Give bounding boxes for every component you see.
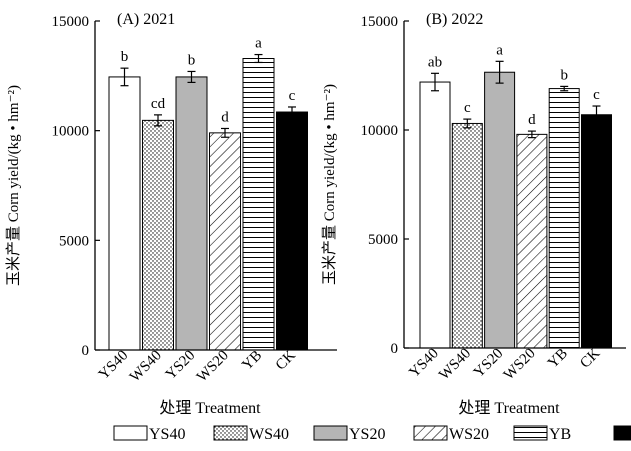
legend-label: YB (549, 426, 571, 443)
legend-label: WS40 (249, 426, 289, 443)
x-tick-label: YB (545, 346, 571, 372)
bar-ys40 (419, 81, 451, 349)
x-tick-label: CK (273, 347, 299, 373)
x-tick-label: WS20 (501, 346, 539, 384)
x-tick-label: CK (577, 345, 603, 371)
y-tick-label: 15000 (361, 14, 399, 30)
bar-ys40 (108, 76, 141, 351)
y-tick-label: 10000 (52, 124, 90, 140)
x-tick-label: WS40 (436, 346, 474, 384)
x-tick-label: YS20 (471, 346, 506, 381)
bar-ys20 (175, 76, 208, 351)
y-tick-label: 0 (82, 343, 90, 359)
error-bar-ys40 (120, 67, 129, 87)
significance-letter-ck: c (289, 88, 296, 104)
error-bar-ws20 (527, 130, 536, 139)
bar-ck (581, 114, 612, 349)
y-tick-label: 5000 (59, 233, 89, 249)
bar-ws20 (209, 132, 241, 351)
legend-label: YS40 (149, 426, 185, 443)
legend-swatch (213, 425, 248, 441)
x-tick-label: YB (239, 348, 265, 374)
y-axis-label: 玉米产量 Corn yield/(kg • hm⁻²) (5, 85, 22, 286)
legend-item-ck: CK (613, 425, 631, 441)
error-bar-yb (254, 53, 263, 64)
bar-ck (276, 111, 308, 351)
bar-ys20 (484, 71, 516, 349)
error-bar-ws40 (154, 114, 162, 127)
legend-swatch (313, 425, 348, 441)
error-bar-ck (592, 105, 601, 125)
significance-letter-ws20: d (528, 112, 536, 128)
legend-label: YS20 (349, 426, 385, 443)
legend-item-yb: YB (513, 425, 571, 443)
legend-swatch (113, 425, 148, 441)
bar-ws40 (451, 122, 483, 349)
x-tick-label: YS40 (406, 346, 441, 381)
legend-item-ys40: YS40 (113, 425, 185, 443)
significance-letter-ys20: a (496, 42, 503, 58)
significance-letter-yb: b (560, 67, 568, 83)
error-bar-ws20 (221, 127, 229, 138)
y-axis-label: 玉米产量 Corn yield/(kg • hm⁻²) (321, 84, 338, 285)
y-tick-label: 15000 (52, 14, 90, 30)
bar-ws20 (516, 133, 548, 349)
significance-letter-ys20: b (188, 52, 196, 68)
bar-ws40 (142, 119, 174, 351)
legend-swatch (513, 425, 548, 441)
error-bar-ws40 (463, 118, 472, 129)
panel-a-2021: b YS40 cd WS40 b YS20 d WS20 a YB c CK 0 5000 10000 150… (5, 11, 337, 417)
significance-letter-ws20: d (221, 109, 229, 125)
error-bar-ys20 (495, 60, 504, 84)
legend-item-ws20: WS20 (413, 425, 489, 443)
y-tick-label: 5000 (368, 232, 398, 248)
significance-letter-ws40: c (464, 100, 471, 116)
error-bar-ys40 (431, 72, 439, 92)
significance-letter-ys40: b (121, 49, 129, 65)
legend-swatch (613, 425, 631, 441)
bar-yb (242, 58, 275, 351)
legend-swatch (413, 425, 448, 441)
error-bar-yb (560, 85, 569, 92)
significance-letter-ck: c (593, 87, 600, 103)
legend-item-ys20: YS20 (313, 425, 385, 443)
x-tick-label: WS40 (127, 348, 165, 386)
y-tick-label: 10000 (361, 123, 399, 139)
x-tick-label: WS20 (194, 348, 232, 386)
x-axis-label: 处理 Treatment (458, 399, 560, 417)
error-bar-ck (288, 106, 296, 118)
panel-title: (A) 2021 (117, 11, 175, 28)
x-tick-label: YS40 (96, 348, 131, 383)
significance-letter-ys40: ab (428, 54, 442, 70)
panel-title: (B) 2022 (426, 11, 483, 28)
legend: YS40 WS40 YS20 WS20 YB CK (113, 425, 631, 443)
y-tick-label: 0 (391, 341, 399, 357)
legend-item-ws40: WS40 (213, 425, 289, 443)
error-bar-ys20 (187, 70, 196, 84)
bar-yb (548, 88, 580, 349)
panel-b-2022: ab YS40 c WS40 a YS20 d WS20 b YB c CK 0 5000 10000 150… (321, 11, 626, 417)
legend-label: WS20 (449, 426, 489, 443)
significance-letter-ws40: cd (151, 96, 166, 112)
x-tick-label: YS20 (163, 348, 198, 383)
x-axis-label: 处理 Treatment (159, 399, 261, 417)
significance-letter-yb: a (255, 36, 262, 52)
